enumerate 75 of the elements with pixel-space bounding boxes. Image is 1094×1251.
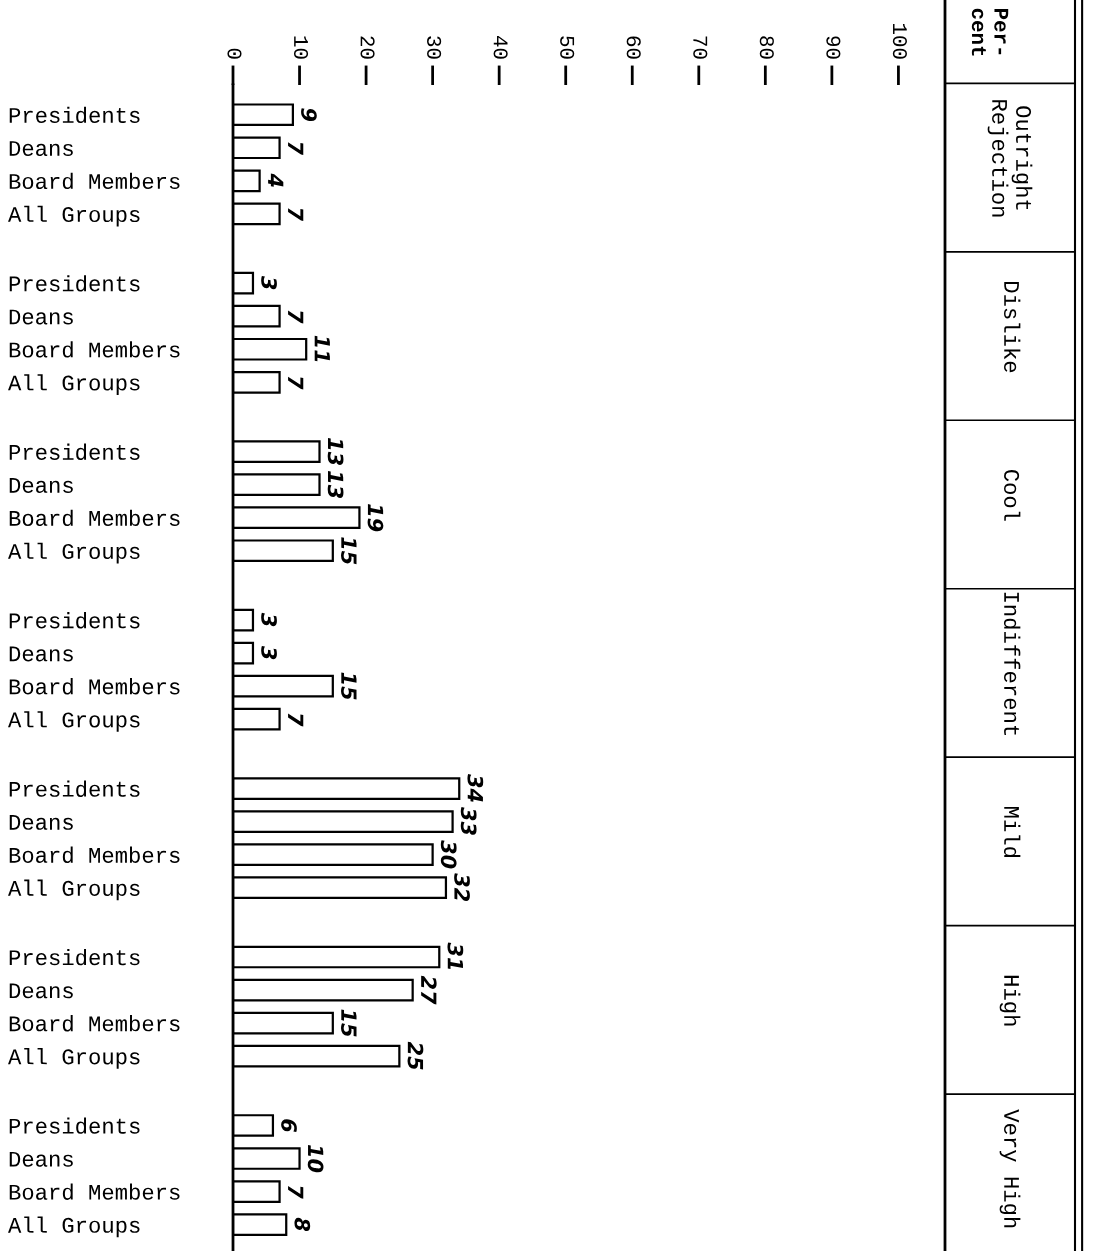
- data-label: 34: [467, 774, 484, 802]
- y-tick-label: Presidents: [9, 948, 140, 966]
- x-tick-label: 30: [427, 36, 442, 59]
- x-tick-label: 50: [560, 36, 575, 59]
- data-label: 3: [261, 275, 277, 290]
- y-tick-label: Board Members: [9, 509, 180, 527]
- y-tick-label: Board Members: [9, 341, 180, 358]
- data-label: 11: [314, 335, 330, 362]
- y-tick-label: Presidents: [9, 443, 140, 460]
- data-label: 9: [301, 108, 317, 122]
- data-label: 15: [341, 1009, 357, 1037]
- y-tick-label: Board Members: [9, 1183, 180, 1200]
- x-tick-label: 80: [759, 36, 774, 59]
- y-tick-label: All Groups: [8, 1216, 140, 1238]
- y-tick-label: All Groups: [8, 542, 140, 564]
- text: Cool: [1004, 469, 1021, 521]
- data-label: 31: [447, 942, 464, 970]
- y-tick-label: All Groups: [8, 879, 140, 901]
- data-label: 3: [261, 645, 277, 660]
- x-tick-label: 70: [693, 36, 708, 59]
- data-label: 7: [288, 208, 304, 222]
- y-tick-label: Deans: [9, 1151, 73, 1167]
- y-tick-label: Deans: [9, 141, 73, 157]
- y-tick-label: Presidents: [9, 612, 140, 629]
- y-tick-label: Board Members: [9, 172, 180, 190]
- data-label: 33: [460, 807, 477, 835]
- data-label: 13: [327, 471, 344, 498]
- data-label: 6: [281, 1119, 297, 1132]
- data-label: 4: [268, 173, 284, 187]
- y-tick-label: Presidents: [9, 275, 140, 292]
- text: Indifferent: [1003, 592, 1021, 735]
- y-tick-label: Board Members: [9, 846, 180, 863]
- x-tick-label: 90: [826, 36, 841, 59]
- y-tick-label: All Groups: [8, 711, 140, 732]
- y-tick-label: Deans: [9, 309, 73, 325]
- text: High: [999, 975, 1021, 1026]
- y-tick-label: Board Members: [9, 1015, 180, 1032]
- y-tick-label: Presidents: [9, 1117, 140, 1134]
- text: Very High: [999, 1109, 1021, 1228]
- data-label: 8: [294, 1217, 311, 1232]
- data-label: 25: [407, 1041, 424, 1070]
- x-tick-label: 100: [892, 24, 907, 59]
- text: Outright Rejection: [987, 100, 1033, 217]
- x-tick-label: 0: [227, 48, 242, 59]
- data-label: 15: [341, 537, 357, 565]
- data-label: 19: [367, 504, 384, 532]
- x-tick-label: 60: [626, 36, 641, 59]
- data-label: 7: [288, 713, 304, 727]
- y-tick-label: Presidents: [9, 106, 140, 124]
- y-tick-label: All Groups: [8, 374, 140, 395]
- data-label: 27: [421, 975, 437, 1005]
- data-label: 7: [288, 310, 304, 324]
- y-tick-label: Board Members: [9, 678, 180, 695]
- x-tick-label: 10: [293, 36, 309, 59]
- y-tick-label: Presidents: [9, 780, 140, 797]
- data-label: 32: [454, 873, 470, 901]
- data-label: 7: [288, 142, 304, 155]
- data-label: 10: [307, 1144, 324, 1173]
- y-tick-label: All Groups: [8, 1048, 140, 1069]
- x-tick-label: 40: [493, 36, 508, 59]
- data-label: 30: [440, 840, 457, 869]
- y-tick-label: All Groups: [8, 205, 140, 227]
- y-tick-label: Deans: [9, 646, 73, 662]
- data-label: 7: [288, 376, 304, 390]
- data-label: 7: [288, 1185, 304, 1199]
- y-tick-label: Deans: [9, 815, 73, 830]
- data-label: 13: [327, 438, 344, 465]
- y-tick-label: Deans: [9, 478, 73, 493]
- x-tick-label: 20: [360, 36, 375, 59]
- text: Dislike: [1004, 282, 1021, 373]
- text: Per- cent: [971, 8, 1009, 56]
- y-tick-label: Deans: [9, 983, 73, 999]
- text: Mild: [1003, 807, 1021, 858]
- data-label: 3: [261, 612, 277, 627]
- data-label: 15: [341, 672, 357, 700]
